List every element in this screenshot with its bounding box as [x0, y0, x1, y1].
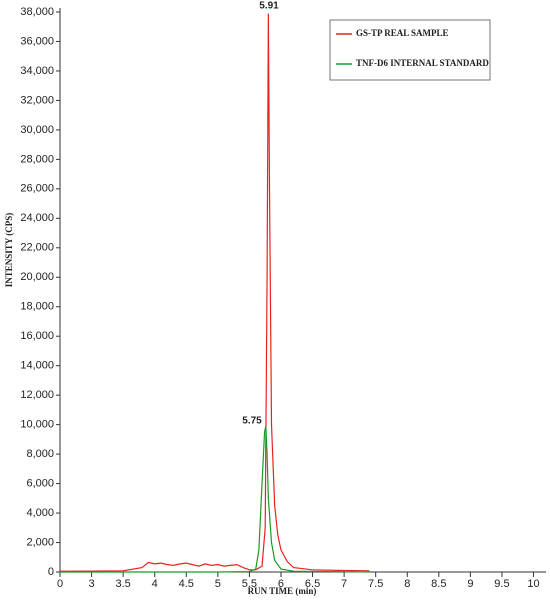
y-tick-label: 20,000 [20, 271, 54, 283]
y-tick-label: 26,000 [20, 183, 54, 195]
x-tick-label: 0 [57, 578, 63, 590]
x-tick-label: 4 [152, 578, 158, 590]
y-tick-label: 2,000 [26, 536, 54, 548]
y-tick-label: 8,000 [26, 448, 54, 460]
y-tick-label: 4,000 [26, 507, 54, 519]
y-axis-label: INTENSITY (CPS) [4, 213, 14, 287]
x-tick-label: 3 [89, 578, 95, 590]
x-tick-label: 4.5 [179, 578, 194, 590]
x-tick-label: 8 [404, 578, 410, 590]
y-tick-label: 34,000 [20, 65, 54, 77]
y-tick-label: 10,000 [20, 419, 54, 431]
legend-label: TNF-D6 INTERNAL STANDARD [356, 58, 489, 68]
x-tick-label: 5.5 [242, 578, 257, 590]
y-tick-label: 24,000 [20, 212, 54, 224]
x-tick-label: 9.5 [494, 578, 509, 590]
x-tick-label: 6.5 [305, 578, 320, 590]
series-line [60, 425, 370, 573]
peak-annotation: 5.75 [242, 416, 262, 427]
peak-annotation: 5.91 [259, 1, 279, 12]
y-tick-label: 38,000 [20, 6, 54, 18]
x-tick-label: 7 [341, 578, 347, 590]
x-tick-label: 9 [467, 578, 473, 590]
x-axis-label: RUN TIME (min) [248, 586, 317, 596]
y-tick-label: 0 [48, 566, 54, 578]
legend-box [329, 19, 491, 81]
y-tick-label: 30,000 [20, 124, 54, 136]
y-tick-label: 28,000 [20, 153, 54, 165]
x-tick-label: 3.5 [115, 578, 130, 590]
x-tick-label: 5 [215, 578, 221, 590]
y-tick-label: 22,000 [20, 242, 54, 254]
y-tick-label: 14,000 [20, 360, 54, 372]
x-tick-label: 8.5 [431, 578, 446, 590]
x-tick-label: 10 [527, 578, 539, 590]
legend-label: GS-TP REAL SAMPLE [356, 28, 449, 38]
x-tick-label: 6 [278, 578, 284, 590]
y-tick-label: 32,000 [20, 94, 54, 106]
y-tick-label: 12,000 [20, 389, 54, 401]
series-line [59, 13, 370, 572]
y-tick-label: 36,000 [20, 35, 54, 47]
y-tick-label: 16,000 [20, 330, 54, 342]
x-tick-label: 7.5 [368, 578, 383, 590]
y-tick-label: 6,000 [26, 477, 54, 489]
y-tick-label: 18,000 [20, 301, 54, 313]
